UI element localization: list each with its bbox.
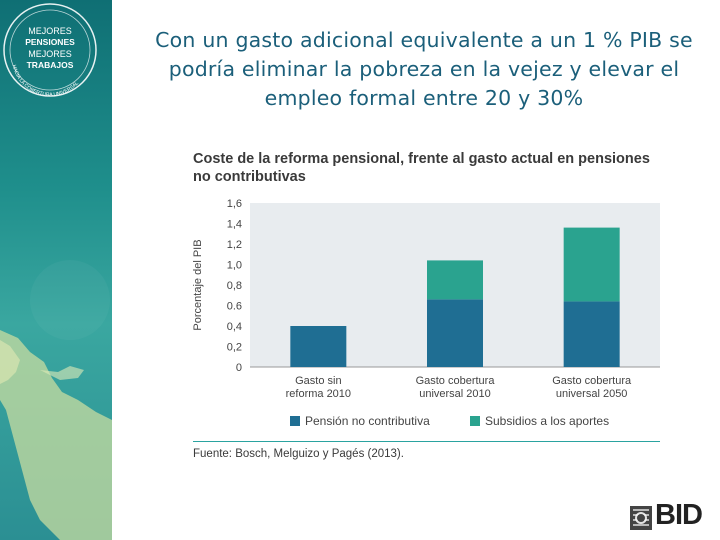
x-tick-label: Gasto sin: [295, 375, 341, 387]
logo-line-4: TRABAJOS: [27, 60, 74, 70]
logo-line-1: MEJORES: [28, 26, 72, 36]
y-tick-label: 1,6: [227, 198, 242, 210]
y-axis-label: Porcentaje del PIB: [192, 239, 204, 330]
pension-seal-logo: MEJORES PENSIONES MEJORES TRABAJOS HACIA…: [3, 3, 97, 98]
logo-line-2: PENSIONES: [25, 37, 75, 47]
chart-source: Fuente: Bosch, Melguizo y Pagés (2013).: [193, 448, 404, 460]
y-tick-label: 0,8: [227, 280, 242, 292]
y-tick-label: 0,4: [227, 321, 242, 333]
americas-map-graphic: [0, 260, 112, 540]
logo-line-3: MEJORES: [28, 49, 72, 59]
y-tick-label: 1,4: [227, 219, 242, 231]
y-tick-label: 1,2: [227, 239, 242, 251]
source-divider: [193, 441, 660, 442]
decorative-sidebar: MEJORES PENSIONES MEJORES TRABAJOS HACIA…: [0, 0, 112, 540]
x-tick-label: Gasto cobertura: [416, 375, 496, 387]
x-tick-label: universal 2010: [419, 388, 491, 400]
y-tick-label: 0,2: [227, 342, 242, 354]
bar-subsidios-2: [563, 227, 620, 302]
bid-wordmark: BID: [655, 499, 703, 531]
bar-subsidios-1: [427, 260, 483, 300]
legend-label-0: Pensión no contributiva: [305, 414, 430, 428]
bar-pension-2: [563, 301, 620, 367]
slide-title: Con un gasto adicional equivalente a un …: [155, 28, 693, 110]
chart-legend: Pensión no contributiva Subsidios a los a…: [290, 414, 609, 428]
y-tick-label: 0.6: [227, 301, 242, 313]
bar-pension-0: [290, 326, 347, 367]
bar-chart: 0 0,2 0,4 0.6 0,8 1,0 1,2 1,4 1,6 Gasto sinrefor…: [192, 198, 660, 428]
x-tick-label: Gasto cobertura: [552, 375, 632, 387]
chart-title: Coste de la reforma pensional, frente al…: [193, 151, 650, 185]
bar-pension-1: [427, 299, 483, 367]
x-tick-label: universal 2050: [556, 388, 628, 400]
y-tick-label: 0: [236, 362, 242, 374]
bars: [290, 227, 620, 367]
x-tick-label: reforma 2010: [286, 388, 351, 400]
legend-swatch-0: [290, 416, 300, 426]
legend-swatch-1: [470, 416, 480, 426]
legend-label-1: Subsidios a los aportes: [485, 414, 609, 428]
y-tick-label: 1,0: [227, 260, 242, 272]
bid-logo-icon: [630, 506, 652, 530]
